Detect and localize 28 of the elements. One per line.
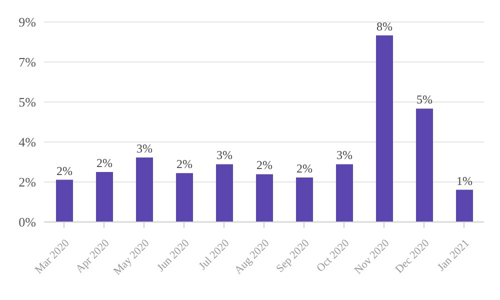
y-tick-label: 9%: [18, 14, 36, 30]
y-tick-label: 7%: [18, 54, 36, 70]
y-tick-label: 2%: [18, 174, 36, 190]
bar: [296, 178, 313, 222]
data-label: 3%: [336, 148, 352, 162]
bar: [56, 180, 73, 222]
bar: [416, 108, 433, 222]
bar: [336, 164, 353, 222]
bar: [376, 35, 393, 222]
bar: [456, 190, 473, 222]
y-tick-label: 4%: [18, 134, 36, 150]
data-label: 8%: [376, 19, 392, 34]
bar: [176, 173, 193, 222]
data-label: 2%: [96, 156, 112, 170]
data-label: 2%: [296, 162, 312, 176]
data-label: 3%: [136, 142, 152, 156]
bar: [216, 164, 233, 222]
data-label: 2%: [176, 157, 192, 172]
data-label: 5%: [416, 92, 432, 107]
bar: [96, 172, 113, 222]
bar: [256, 174, 273, 222]
data-label: 1%: [456, 174, 472, 188]
bar: [136, 158, 153, 222]
y-tick-label: 5%: [18, 94, 36, 110]
data-label: 3%: [216, 148, 232, 162]
y-tick-label: 0%: [18, 214, 36, 230]
data-label: 2%: [56, 164, 72, 178]
data-label: 2%: [256, 158, 272, 172]
